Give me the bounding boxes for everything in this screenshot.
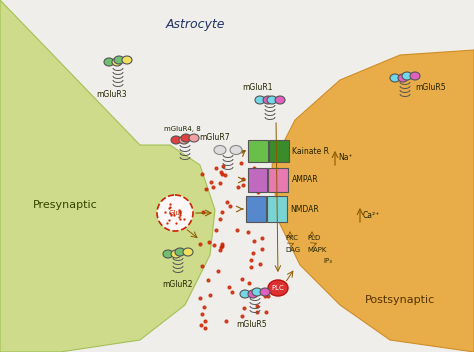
Ellipse shape bbox=[267, 96, 277, 104]
Ellipse shape bbox=[390, 74, 400, 82]
Ellipse shape bbox=[163, 250, 173, 258]
Text: Kainate R: Kainate R bbox=[292, 146, 329, 156]
Text: DAG: DAG bbox=[285, 247, 300, 253]
Ellipse shape bbox=[171, 136, 181, 144]
Text: Glu: Glu bbox=[169, 210, 181, 216]
Text: Ca²⁺: Ca²⁺ bbox=[363, 210, 380, 220]
Ellipse shape bbox=[252, 288, 262, 296]
Ellipse shape bbox=[189, 134, 199, 142]
Text: mGluR3: mGluR3 bbox=[97, 90, 128, 99]
Ellipse shape bbox=[112, 58, 122, 66]
Bar bbox=[248, 140, 268, 162]
Circle shape bbox=[157, 195, 193, 231]
Ellipse shape bbox=[398, 74, 408, 82]
Ellipse shape bbox=[248, 290, 258, 298]
Ellipse shape bbox=[268, 280, 288, 296]
Ellipse shape bbox=[179, 136, 189, 144]
Ellipse shape bbox=[402, 72, 412, 80]
Text: NMDAR: NMDAR bbox=[290, 205, 319, 214]
Ellipse shape bbox=[275, 96, 285, 104]
Text: mGluR7: mGluR7 bbox=[200, 133, 230, 142]
Ellipse shape bbox=[410, 72, 420, 80]
Text: PLD: PLD bbox=[307, 235, 320, 241]
Text: Na⁺: Na⁺ bbox=[338, 153, 353, 163]
Bar bbox=[246, 196, 266, 222]
Text: IP₃: IP₃ bbox=[323, 258, 332, 264]
Text: PLC: PLC bbox=[272, 285, 284, 291]
Ellipse shape bbox=[114, 56, 124, 64]
Ellipse shape bbox=[230, 145, 242, 155]
Text: mGluR2: mGluR2 bbox=[163, 280, 193, 289]
Ellipse shape bbox=[175, 248, 185, 256]
Text: Presynaptic: Presynaptic bbox=[33, 200, 97, 210]
Polygon shape bbox=[0, 0, 215, 352]
Ellipse shape bbox=[260, 288, 270, 296]
Ellipse shape bbox=[122, 56, 132, 64]
Text: mGluR5: mGluR5 bbox=[237, 320, 267, 329]
Text: Astrocyte: Astrocyte bbox=[165, 18, 225, 31]
Ellipse shape bbox=[255, 96, 265, 104]
Text: mGluR5: mGluR5 bbox=[415, 83, 446, 93]
Ellipse shape bbox=[240, 290, 250, 298]
Ellipse shape bbox=[181, 134, 191, 142]
Text: mGluR1: mGluR1 bbox=[243, 83, 273, 92]
Bar bbox=[269, 140, 289, 162]
Polygon shape bbox=[272, 50, 474, 352]
Ellipse shape bbox=[214, 145, 226, 155]
Ellipse shape bbox=[104, 58, 114, 66]
Ellipse shape bbox=[263, 96, 273, 104]
Text: AMPAR: AMPAR bbox=[292, 176, 319, 184]
Bar bbox=[268, 168, 288, 192]
Ellipse shape bbox=[183, 248, 193, 256]
Bar bbox=[248, 168, 267, 192]
Text: mGluR4, 8: mGluR4, 8 bbox=[164, 126, 201, 132]
Text: MAPK: MAPK bbox=[307, 247, 327, 253]
Text: PKC: PKC bbox=[285, 235, 298, 241]
Ellipse shape bbox=[171, 250, 181, 258]
Bar bbox=[267, 196, 287, 222]
Text: Postsynaptic: Postsynaptic bbox=[365, 295, 435, 305]
